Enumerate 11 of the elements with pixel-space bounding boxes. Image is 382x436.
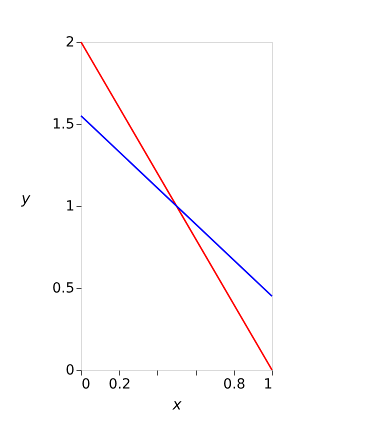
x-tick-label: 0.8 [223, 376, 246, 392]
y-tick-label: 1 [66, 198, 74, 214]
x-axis-title: x [172, 396, 182, 414]
x-tick-label: 0 [82, 376, 90, 392]
x-tick-label: 0.2 [108, 376, 131, 392]
y-tick-label: 0 [66, 362, 74, 378]
y-tick-label: 0.5 [52, 280, 74, 296]
y-tick-label: 1.5 [52, 116, 74, 132]
x-tick-label: 1 [264, 376, 272, 392]
y-tick-label: 2 [66, 34, 74, 50]
y-axis-title: y [20, 190, 32, 208]
